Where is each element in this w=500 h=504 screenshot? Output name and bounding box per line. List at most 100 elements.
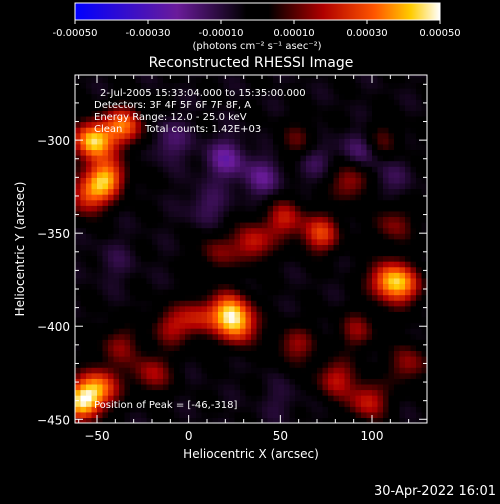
heatmap-cell xyxy=(372,160,379,167)
heatmap-cell xyxy=(278,182,285,190)
heatmap-cell xyxy=(388,216,395,223)
heatmap-cell xyxy=(190,238,197,245)
heatmap-cell xyxy=(108,272,115,279)
heatmap-cell xyxy=(196,305,203,312)
heatmap-cell xyxy=(135,383,142,391)
heatmap-cell xyxy=(350,400,357,407)
heatmap-cell xyxy=(124,283,131,290)
heatmap-cell xyxy=(229,277,236,285)
heatmap-cell xyxy=(251,194,258,201)
heatmap-cell xyxy=(179,143,186,151)
heatmap-cell xyxy=(300,171,307,178)
heatmap-cell xyxy=(179,93,186,100)
heatmap-cell xyxy=(333,127,340,134)
heatmap-cell xyxy=(146,132,153,139)
heatmap-cell xyxy=(377,350,384,357)
heatmap-cell xyxy=(366,222,373,229)
heatmap-cell xyxy=(339,188,346,195)
heatmap-cell xyxy=(399,361,406,368)
heatmap-cell xyxy=(201,75,208,78)
heatmap-cell xyxy=(212,227,219,234)
heatmap-cell xyxy=(388,210,395,218)
heatmap-cell xyxy=(421,272,427,279)
heatmap-cell xyxy=(405,333,412,340)
heatmap-cell xyxy=(124,115,131,123)
heatmap-cell xyxy=(295,233,302,240)
heatmap-cell xyxy=(350,76,357,84)
heatmap-cell xyxy=(218,188,225,195)
heatmap-cell xyxy=(322,378,329,385)
heatmap-cell xyxy=(388,104,395,111)
heatmap-cell xyxy=(361,210,368,218)
heatmap-cell xyxy=(317,205,324,212)
heatmap-cell xyxy=(102,406,109,413)
heatmap-cell xyxy=(119,411,126,419)
heatmap-cell xyxy=(218,177,225,184)
heatmap-cell xyxy=(201,372,208,379)
heatmap-cell xyxy=(399,277,406,285)
heatmap-cell xyxy=(179,199,186,206)
heatmap-cell xyxy=(174,143,181,151)
heatmap-cell xyxy=(317,99,324,106)
heatmap-cell xyxy=(91,249,98,257)
heatmap-cell xyxy=(394,383,401,391)
heatmap-cell xyxy=(251,238,258,245)
heatmap-cell xyxy=(196,233,203,240)
heatmap-cell xyxy=(141,344,148,352)
heatmap-cell xyxy=(218,406,225,413)
heatmap-cell xyxy=(366,104,373,111)
heatmap-cell xyxy=(399,149,406,156)
heatmap-cell xyxy=(278,177,285,184)
heatmap-cell xyxy=(185,333,192,340)
heatmap-cell xyxy=(328,205,335,212)
heatmap-cell xyxy=(207,361,214,368)
heatmap-cell xyxy=(333,400,340,407)
heatmap-cell xyxy=(135,400,142,407)
heatmap-cell xyxy=(212,266,219,273)
heatmap-cell xyxy=(91,383,98,391)
heatmap-cell xyxy=(372,132,379,139)
heatmap-cell xyxy=(372,199,379,206)
heatmap-cell xyxy=(273,171,280,178)
heatmap-cell xyxy=(75,356,82,363)
heatmap-cell xyxy=(229,182,236,190)
heatmap-cell xyxy=(416,155,423,162)
heatmap-cell xyxy=(102,339,109,346)
heatmap-cell xyxy=(108,138,115,145)
heatmap-cell xyxy=(201,249,208,257)
heatmap-cell xyxy=(328,350,335,357)
heatmap-cell xyxy=(163,406,170,413)
heatmap-cell xyxy=(355,289,362,296)
heatmap-cell xyxy=(273,115,280,123)
heatmap-cell xyxy=(405,149,412,156)
heatmap-cell xyxy=(405,305,412,312)
heatmap-cell xyxy=(240,227,247,234)
y-tick-label: −400 xyxy=(37,320,70,334)
heatmap-cell xyxy=(179,266,186,273)
heatmap-cell xyxy=(416,305,423,312)
heatmap-cell xyxy=(388,121,395,128)
heatmap-cell xyxy=(168,177,175,184)
heatmap-cell xyxy=(234,328,241,335)
heatmap-cell xyxy=(97,205,104,212)
heatmap-cell xyxy=(234,300,241,307)
heatmap-cell xyxy=(344,160,351,167)
heatmap-cell xyxy=(366,316,373,324)
heatmap-cell xyxy=(130,311,137,318)
heatmap-cell xyxy=(141,266,148,273)
heatmap-cell xyxy=(223,110,230,117)
heatmap-cell xyxy=(300,88,307,95)
heatmap-cell xyxy=(388,99,395,106)
heatmap-cell xyxy=(102,76,109,84)
heatmap-cell xyxy=(163,244,170,251)
heatmap-cell xyxy=(124,199,131,206)
heatmap-cell xyxy=(410,344,417,352)
heatmap-cell xyxy=(267,110,274,117)
heatmap-cell xyxy=(306,395,313,402)
heatmap-cell xyxy=(97,155,104,162)
heatmap-cell xyxy=(372,372,379,379)
heatmap-cell xyxy=(410,417,417,423)
heatmap-cell xyxy=(157,199,164,206)
heatmap-cell xyxy=(196,76,203,84)
heatmap-cell xyxy=(416,88,423,95)
